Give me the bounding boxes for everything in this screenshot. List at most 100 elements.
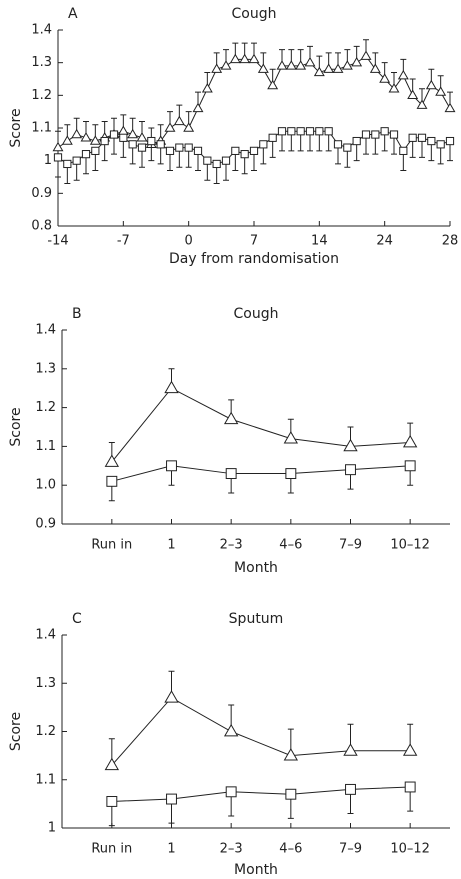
marker-triangle — [341, 60, 353, 70]
marker-triangle — [164, 122, 176, 132]
panel-title: Cough — [234, 306, 279, 322]
marker-triangle — [89, 135, 101, 145]
marker-square — [91, 146, 100, 155]
y-tick-label: 1.1 — [31, 121, 52, 136]
marker-triangle — [223, 723, 239, 737]
marker-triangle — [173, 115, 185, 126]
y-tick-label: 0.8 — [31, 219, 52, 234]
marker-triangle — [343, 743, 358, 756]
marker-square — [296, 127, 305, 136]
marker-triangle — [425, 79, 437, 90]
marker-square — [345, 783, 356, 795]
marker-square — [345, 464, 356, 476]
marker-square — [268, 133, 277, 142]
marker-triangle — [80, 131, 92, 142]
x-tick-label: 28 — [442, 234, 459, 249]
y-tick-label: 0.9 — [31, 186, 52, 201]
x-tick-label: 24 — [376, 234, 393, 249]
marker-square — [408, 133, 417, 142]
y-axis-title: Score — [8, 712, 24, 751]
marker-square — [259, 140, 268, 149]
marker-triangle — [402, 434, 418, 448]
marker-square — [427, 136, 436, 146]
x-tick-label: -14 — [47, 234, 68, 249]
y-tick-label: 1.2 — [31, 88, 52, 103]
marker-square — [305, 127, 315, 136]
panel-label: A — [68, 6, 78, 22]
x-tick-label: 2–3 — [220, 538, 243, 553]
y-axis-title: Score — [8, 108, 24, 147]
marker-square — [333, 140, 343, 149]
marker-triangle — [407, 89, 419, 100]
panel-label: C — [72, 611, 82, 627]
marker-square — [324, 127, 333, 136]
marker-square — [404, 781, 416, 793]
y-tick-label: 1.4 — [35, 323, 56, 338]
marker-triangle — [276, 60, 288, 70]
marker-triangle — [104, 757, 120, 771]
marker-triangle — [416, 99, 428, 109]
x-tick-label: 0 — [185, 234, 193, 249]
marker-triangle — [211, 63, 223, 73]
marker-square — [361, 130, 371, 139]
marker-triangle — [379, 73, 391, 83]
marker-square — [109, 130, 119, 139]
marker-triangle — [164, 690, 179, 703]
marker-square — [417, 133, 427, 142]
x-tick-label: 7–9 — [339, 842, 362, 857]
marker-triangle — [444, 102, 456, 113]
marker-square — [203, 156, 212, 165]
marker-square — [100, 136, 109, 146]
panel-title: Cough — [232, 6, 277, 22]
marker-triangle — [283, 431, 299, 444]
marker-square — [106, 796, 118, 807]
marker-triangle — [248, 53, 260, 64]
marker-triangle — [351, 56, 363, 67]
marker-square — [147, 136, 156, 146]
y-tick-label: 1.4 — [31, 23, 52, 38]
marker-square — [72, 156, 81, 165]
marker-triangle — [183, 122, 195, 132]
marker-square — [352, 136, 361, 146]
marker-square — [399, 146, 408, 155]
x-tick-label: 4–6 — [279, 538, 302, 553]
y-tick-label: 1.3 — [35, 361, 56, 376]
marker-triangle — [435, 86, 447, 96]
marker-triangle — [223, 411, 239, 425]
marker-square — [389, 130, 399, 139]
marker-triangle — [164, 380, 179, 394]
x-axis-title: Month — [234, 560, 278, 576]
marker-triangle — [257, 63, 269, 73]
y-tick-label: 1.0 — [35, 478, 56, 493]
y-tick-label: 1 — [48, 821, 56, 836]
y-tick-label: 1.1 — [35, 772, 56, 787]
marker-triangle — [52, 141, 64, 152]
marker-square — [287, 127, 296, 136]
marker-triangle — [127, 128, 139, 139]
marker-square — [166, 793, 177, 805]
marker-square — [212, 159, 221, 169]
marker-square — [165, 146, 175, 155]
y-tick-label: 1.4 — [35, 628, 56, 643]
marker-triangle — [360, 50, 372, 60]
marker-square — [175, 143, 184, 152]
x-axis-title: Day from randomisation — [169, 251, 339, 267]
x-tick-label: 7 — [250, 234, 258, 249]
y-axis-title: Score — [8, 407, 24, 446]
x-tick-label: Run in — [91, 842, 132, 857]
marker-triangle — [192, 102, 204, 113]
x-tick-label: 10–12 — [390, 538, 430, 553]
marker-triangle — [104, 454, 120, 467]
marker-triangle — [369, 63, 381, 73]
marker-triangle — [267, 79, 279, 90]
x-tick-label: 1 — [167, 538, 175, 553]
marker-square — [315, 127, 324, 136]
marker-triangle — [313, 66, 325, 77]
series-line — [111, 697, 411, 766]
marker-triangle — [402, 743, 418, 756]
marker-square — [225, 468, 237, 480]
x-tick-label: -7 — [117, 234, 130, 249]
marker-triangle — [285, 60, 297, 70]
marker-square — [445, 136, 455, 146]
